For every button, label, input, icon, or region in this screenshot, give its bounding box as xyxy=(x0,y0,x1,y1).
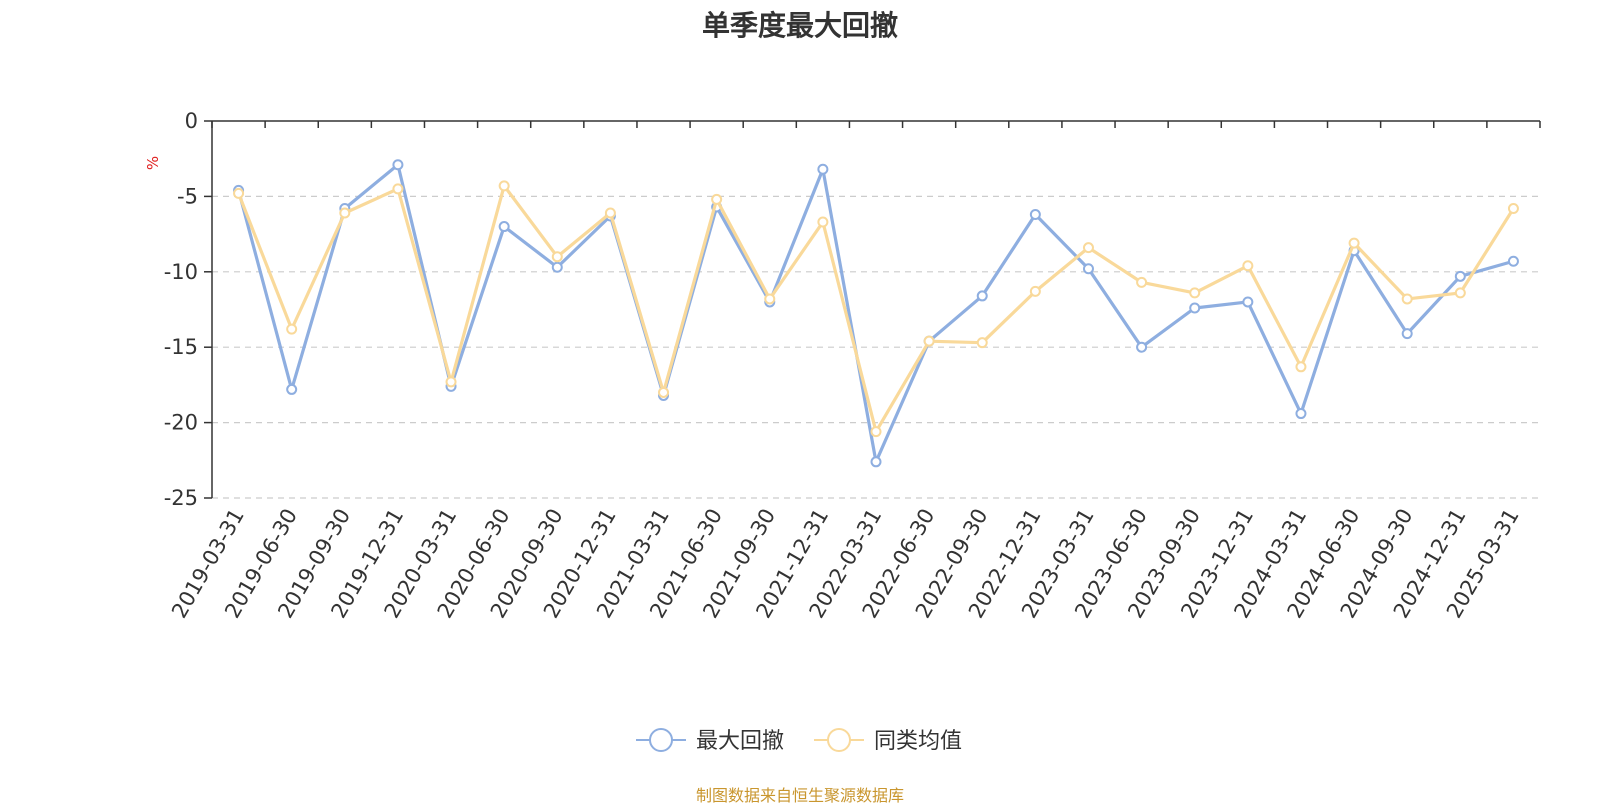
data-point xyxy=(976,290,988,302)
data-point xyxy=(1082,263,1094,275)
data-point xyxy=(1189,287,1201,299)
data-point xyxy=(976,337,988,349)
legend-label: 最大回撤 xyxy=(696,729,784,754)
data-point xyxy=(1242,296,1254,308)
data-point xyxy=(286,323,298,335)
legend: 最大回撤 同类均值 xyxy=(636,728,962,754)
grid-lines xyxy=(212,195,1540,499)
y-tick-label: -10 xyxy=(164,260,198,284)
data-point xyxy=(764,293,776,305)
data-point xyxy=(658,386,670,398)
data-point xyxy=(339,207,351,219)
data-point xyxy=(870,456,882,468)
y-tick-label: 0 xyxy=(185,109,198,133)
data-point xyxy=(1454,287,1466,299)
data-point xyxy=(1507,202,1519,214)
data-point xyxy=(1401,328,1413,340)
data-point xyxy=(233,187,245,199)
data-point xyxy=(445,376,457,388)
data-point xyxy=(392,159,404,171)
data-point xyxy=(1401,293,1413,305)
legend-item[interactable]: 最大回撤 xyxy=(636,728,784,754)
data-point xyxy=(1348,237,1360,249)
axes xyxy=(211,120,1540,498)
legend-marker xyxy=(649,728,673,752)
data-point xyxy=(498,221,510,233)
data-point xyxy=(923,335,935,347)
data-point xyxy=(817,163,829,175)
series-line xyxy=(237,163,1514,464)
data-point xyxy=(870,426,882,438)
data-point xyxy=(1136,341,1148,353)
y-tick-label: -20 xyxy=(164,411,198,435)
series-line xyxy=(237,184,1515,434)
chart-title: 单季度最大回撤 xyxy=(701,9,898,42)
source-note: 制图数据来自恒生聚源数据库 xyxy=(695,786,904,805)
data-point xyxy=(1082,242,1094,254)
data-point xyxy=(551,251,563,263)
data-point xyxy=(1507,255,1519,267)
series-2 xyxy=(233,180,1519,438)
data-point xyxy=(604,207,616,219)
legend-label: 同类均值 xyxy=(874,729,962,754)
data-point xyxy=(711,193,723,205)
y-axis-label: % xyxy=(144,156,162,170)
data-point xyxy=(1029,208,1041,220)
legend-marker xyxy=(827,728,851,752)
data-point xyxy=(1454,270,1466,282)
data-point xyxy=(1242,260,1254,272)
series-lines xyxy=(233,159,1519,468)
data-point xyxy=(1189,302,1201,314)
data-point xyxy=(817,216,829,228)
data-point xyxy=(1295,361,1307,373)
data-point xyxy=(286,383,298,395)
data-point xyxy=(551,261,563,273)
y-tick-label: -25 xyxy=(164,486,198,510)
data-point xyxy=(498,180,510,192)
legend-item[interactable]: 同类均值 xyxy=(814,728,962,754)
y-tick-label: -5 xyxy=(177,184,198,208)
data-point xyxy=(1295,408,1307,420)
y-tick-label: -15 xyxy=(164,335,198,359)
data-point xyxy=(1029,285,1041,297)
y-axis-ticks: 0 -5 -10 -15 -20 -25 xyxy=(164,109,212,510)
data-point xyxy=(1136,276,1148,288)
data-point xyxy=(392,183,404,195)
